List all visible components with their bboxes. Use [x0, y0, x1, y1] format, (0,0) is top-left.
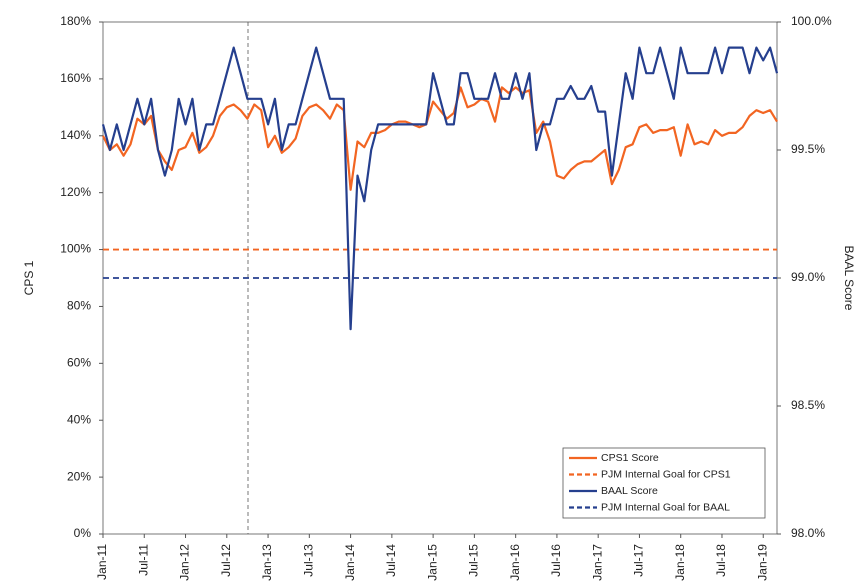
- x-tick-label: Jul-13: [301, 544, 315, 577]
- y-tick-label: 100%: [60, 242, 91, 256]
- x-tick-label: Jan-13: [260, 544, 274, 581]
- y-tick-label: 160%: [60, 71, 91, 85]
- x-tick-label: Jan-18: [673, 544, 687, 581]
- y-tick-label: 60%: [67, 356, 91, 370]
- y2-tick-label: 99.0%: [791, 270, 825, 284]
- series-line: [101, 46, 779, 331]
- x-tick-label: Jul-17: [632, 544, 646, 577]
- y2-tick-label: 98.5%: [791, 398, 825, 412]
- legend-box: [562, 447, 766, 519]
- x-tick-label: Jul-12: [219, 544, 233, 577]
- x-tick-label: Jan-11: [95, 544, 109, 580]
- y2-tick-label: 99.5%: [791, 142, 825, 156]
- legend-label: PJM Internal Goal for CPS1: [601, 468, 731, 480]
- legend-label: CPS1 Score: [601, 452, 659, 464]
- y2-tick-label: 98.0%: [791, 526, 825, 540]
- y-tick-label: 0%: [74, 526, 92, 540]
- x-tick-label: Jul-11: [136, 544, 150, 576]
- y-axis-label: CPS 1: [22, 260, 36, 295]
- x-tick-label: Jan-15: [425, 544, 439, 581]
- x-tick-label: Jan-16: [508, 544, 522, 581]
- x-tick-label: Jan-14: [343, 544, 357, 581]
- x-tick-label: Jan-17: [590, 544, 604, 581]
- y2-tick-label: 100.0%: [791, 14, 832, 28]
- y-tick-label: 40%: [67, 412, 91, 426]
- y-tick-label: 20%: [67, 469, 91, 483]
- x-tick-label: Jul-16: [549, 544, 563, 577]
- y-tick-label: 180%: [60, 14, 91, 28]
- y-tick-label: 140%: [60, 128, 91, 142]
- y2-axis-label: BAAL Score: [842, 246, 856, 311]
- y-tick-label: 80%: [67, 299, 91, 313]
- series-line: [102, 86, 778, 191]
- x-tick-label: Jul-14: [384, 544, 398, 577]
- x-tick-label: Jan-12: [178, 544, 192, 581]
- x-tick-label: Jan-19: [755, 544, 769, 581]
- x-tick-label: Jul-18: [714, 544, 728, 577]
- legend-label: PJM Internal Goal for BAAL: [601, 501, 730, 513]
- legend-label: BAAL Score: [601, 485, 658, 497]
- x-tick-label: Jul-15: [467, 544, 481, 577]
- y-tick-label: 120%: [60, 185, 91, 199]
